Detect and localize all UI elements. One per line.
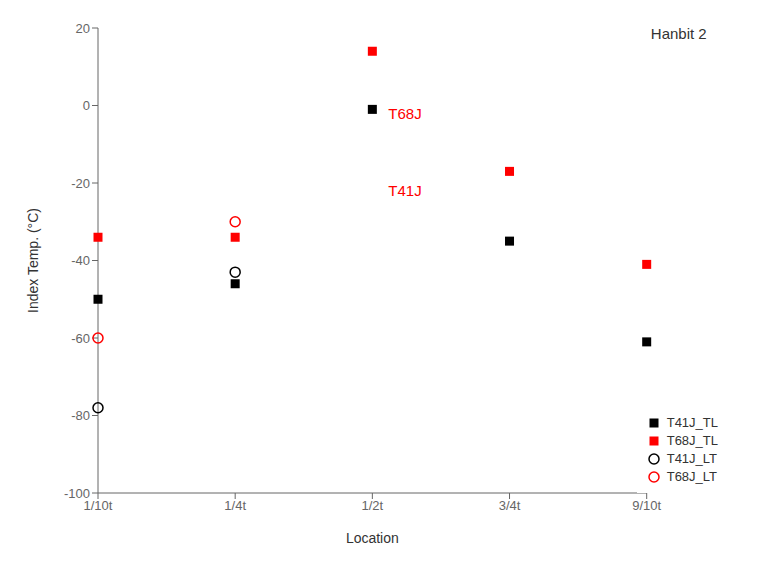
svg-text:Location: Location — [346, 530, 399, 546]
svg-text:3/4t: 3/4t — [499, 498, 521, 513]
svg-text:Index Temp. (°C): Index Temp. (°C) — [25, 208, 41, 313]
svg-text:-80: -80 — [71, 408, 90, 423]
svg-text:1/4t: 1/4t — [224, 498, 246, 513]
svg-text:T41J: T41J — [388, 182, 421, 199]
svg-text:T68J: T68J — [388, 105, 421, 122]
svg-text:20: 20 — [76, 21, 90, 36]
svg-text:Hanbit 2: Hanbit 2 — [651, 25, 707, 42]
html-text:T68J_LT: T68J_LT — [666, 469, 717, 484]
svg-text:9/10t: 9/10t — [632, 498, 661, 513]
svg-text:1/2t: 1/2t — [362, 498, 384, 513]
html-text:T41J_TL: T41J_TL — [666, 415, 718, 430]
svg-text:-100: -100 — [64, 486, 90, 501]
svg-text:-20: -20 — [71, 176, 90, 191]
svg-text:-40: -40 — [71, 253, 90, 268]
svg-text:1/10t: 1/10t — [83, 498, 113, 514]
html-text:T41J_LT: T41J_LT — [666, 451, 717, 466]
svg-text:0: 0 — [83, 98, 90, 113]
html-text:T68J_TL: T68J_TL — [666, 433, 718, 448]
svg-text:-60: -60 — [71, 331, 90, 346]
